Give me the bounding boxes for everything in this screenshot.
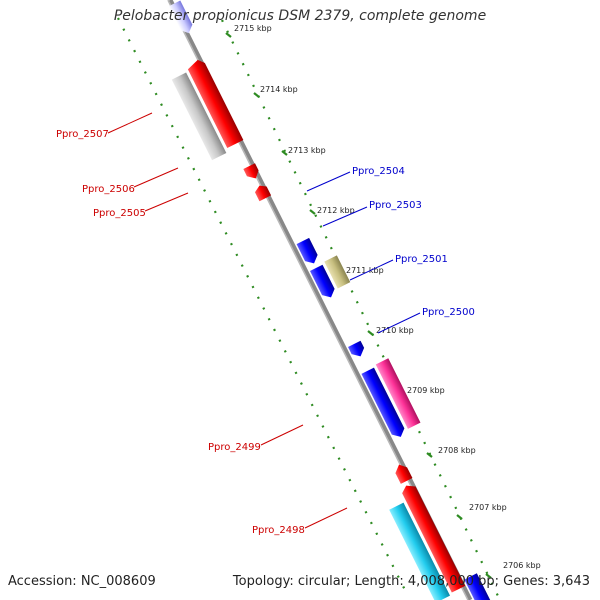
scale-label: 2714 kbp bbox=[260, 85, 298, 94]
gene-ppro-2504[interactable] bbox=[296, 237, 321, 267]
inner-tick-track bbox=[117, 17, 409, 597]
scale-label: 2711 kbp bbox=[346, 266, 384, 275]
scale-label: 2709 kbp bbox=[407, 386, 445, 395]
gene-track bbox=[168, 0, 491, 600]
gene-ppro-2499[interactable] bbox=[393, 462, 413, 484]
left-gene-labels: Ppro_2507 Ppro_2506 Ppro_2505 Ppro_2499 … bbox=[56, 112, 348, 536]
scale-label: 2708 kbp bbox=[438, 446, 476, 455]
scale-labels: 2715 kbp 2714 kbp 2713 kbp 2712 kbp 2711… bbox=[234, 24, 541, 570]
scale-label: 2715 kbp bbox=[234, 24, 272, 33]
scale-label: 2710 kbp bbox=[376, 326, 414, 335]
gene-red-2[interactable] bbox=[400, 482, 466, 593]
gene-label-ppro-2499[interactable]: Ppro_2499 bbox=[208, 442, 261, 453]
gene-pink[interactable] bbox=[375, 358, 421, 429]
gene-blue-bottom[interactable] bbox=[464, 573, 491, 600]
gene-ppro-2503[interactable] bbox=[324, 255, 351, 289]
gene-label-ppro-2506[interactable]: Ppro_2506 bbox=[82, 184, 135, 195]
gene-label-ppro-2503[interactable]: Ppro_2503 bbox=[369, 200, 422, 211]
right-gene-labels: Ppro_2504 Ppro_2503 Ppro_2501 Ppro_2500 bbox=[306, 166, 475, 334]
gene-red-1[interactable] bbox=[186, 58, 244, 149]
gene-label-ppro-2500[interactable]: Ppro_2500 bbox=[422, 307, 475, 318]
gene-pale-top[interactable] bbox=[168, 0, 195, 35]
gene-ppro-2505[interactable] bbox=[253, 183, 272, 202]
gene-label-ppro-2504[interactable]: Ppro_2504 bbox=[352, 166, 405, 177]
scale-label: 2712 kbp bbox=[317, 206, 355, 215]
accession-text: Accession: NC_008609 bbox=[8, 574, 156, 589]
gene-ppro-2506[interactable] bbox=[243, 163, 261, 181]
gene-label-ppro-2501[interactable]: Ppro_2501 bbox=[395, 254, 448, 265]
gene-ppro-2501[interactable] bbox=[348, 340, 367, 360]
gene-ppro-2498[interactable] bbox=[389, 502, 451, 600]
gene-ppro-2507[interactable] bbox=[171, 72, 227, 161]
genome-title: Pelobacter propionicus DSM 2379, complet… bbox=[113, 8, 487, 24]
gene-label-ppro-2498[interactable]: Ppro_2498 bbox=[252, 525, 305, 536]
gene-label-ppro-2505[interactable]: Ppro_2505 bbox=[93, 208, 146, 219]
gene-label-ppro-2507[interactable]: Ppro_2507 bbox=[56, 129, 109, 140]
gene-ppro-2500[interactable] bbox=[361, 367, 407, 440]
scale-label: 2706 kbp bbox=[503, 561, 541, 570]
scale-label: 2713 kbp bbox=[288, 146, 326, 155]
gene-blue-1[interactable] bbox=[310, 264, 337, 301]
scale-label: 2707 kbp bbox=[469, 503, 507, 512]
genome-summary-text: Topology: circular; Length: 4,008,000 bp… bbox=[232, 574, 590, 589]
